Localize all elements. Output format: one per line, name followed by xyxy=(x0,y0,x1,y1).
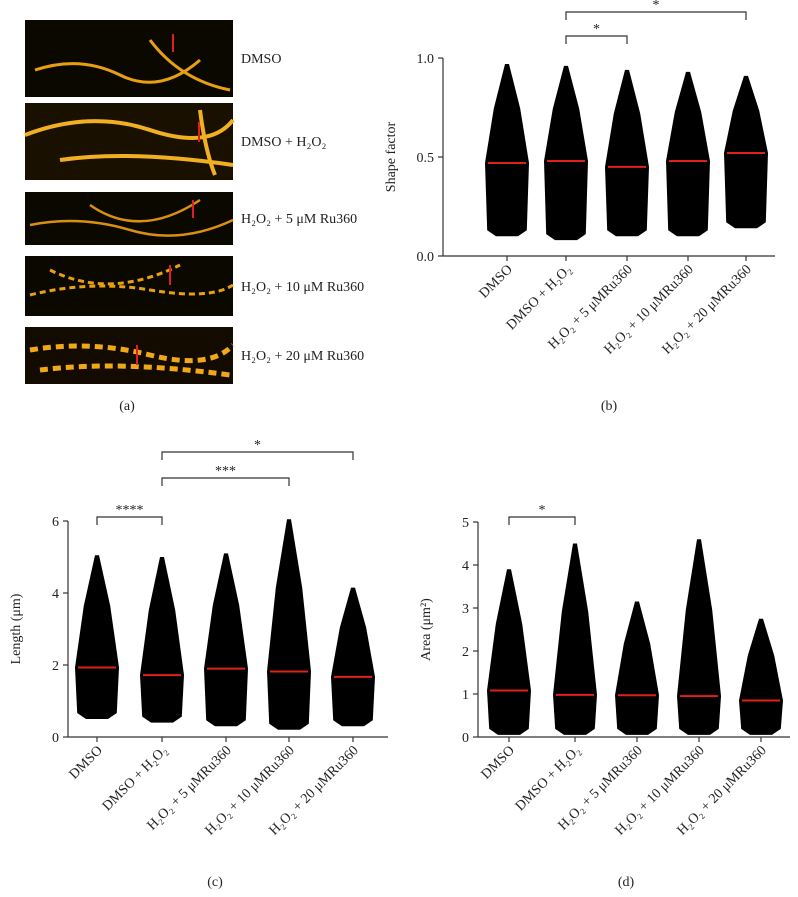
micrographs xyxy=(24,20,235,384)
micrograph xyxy=(25,20,233,97)
image-label: H₂O₂ + 5 μM Ru360 xyxy=(241,212,357,227)
image-label: H₂O₂ + 20 μM Ru360 xyxy=(241,349,364,364)
y-tick-label: 1 xyxy=(462,688,469,703)
mito xyxy=(34,39,231,92)
point-cloud xyxy=(485,63,529,237)
point-cloud xyxy=(544,65,588,241)
point-cloud xyxy=(140,557,184,723)
significance-bracket xyxy=(565,11,747,20)
y-tick-label: 2 xyxy=(52,659,59,674)
significance-label: * xyxy=(254,438,261,453)
point-cloud xyxy=(615,601,659,735)
y-tick-label: 2 xyxy=(462,645,469,660)
image-label: H₂O₂ + 10 μM Ru360 xyxy=(241,280,364,295)
significance-label: * xyxy=(539,503,546,518)
y-tick-label: 1.0 xyxy=(417,52,435,67)
significance-label: * xyxy=(593,22,600,37)
point-cloud xyxy=(487,569,531,735)
point-cloud xyxy=(666,71,710,237)
caption: (b) xyxy=(601,399,618,414)
significance-bracket xyxy=(565,35,628,44)
y-axis-label: Length (μm) xyxy=(9,593,24,664)
image-label: DMSO xyxy=(241,52,281,67)
significance-label: * xyxy=(653,0,660,13)
point-cloud xyxy=(331,587,375,727)
caption: (c) xyxy=(207,875,223,890)
point-cloud xyxy=(677,539,721,735)
x-tick-label: DMSO xyxy=(479,743,518,782)
y-tick-label: 3 xyxy=(462,602,469,617)
y-axis-label: Shape factor xyxy=(384,121,399,192)
micrograph xyxy=(25,256,233,316)
x-tick-label: DMSO xyxy=(477,262,516,301)
markers xyxy=(136,34,200,365)
significance-bracket xyxy=(161,477,290,486)
point-cloud xyxy=(204,553,248,727)
point-cloud xyxy=(739,618,783,735)
significance-bracket xyxy=(508,516,576,525)
mito xyxy=(24,109,235,176)
y-tick-label: 4 xyxy=(52,587,59,602)
x-tick-label: DMSO + H₂O₂ xyxy=(100,743,171,814)
significance-bracket xyxy=(96,516,163,525)
y-tick-label: 5 xyxy=(462,516,469,531)
significance-label: *** xyxy=(215,464,236,479)
image-label: DMSO + H₂O₂ xyxy=(241,135,326,150)
mito xyxy=(29,198,234,237)
caption: (a) xyxy=(119,399,135,414)
y-tick-label: 6 xyxy=(52,515,59,530)
y-axis-label: Area (μm²) xyxy=(419,598,434,661)
significance-bracket xyxy=(161,451,354,460)
point-cloud xyxy=(267,519,311,730)
y-tick-label: 0 xyxy=(52,731,59,746)
point-cloud xyxy=(605,69,649,237)
significance-label: **** xyxy=(116,503,144,518)
point-cloud xyxy=(75,555,119,719)
mito xyxy=(29,263,234,297)
micrograph xyxy=(25,327,233,384)
caption: (d) xyxy=(618,875,635,890)
x-tick-label: DMSO + H₂O₂ xyxy=(513,743,584,814)
y-tick-label: 0 xyxy=(462,731,469,746)
x-tick-label: DMSO xyxy=(67,743,106,782)
mito xyxy=(29,343,235,378)
point-cloud xyxy=(553,543,597,735)
micrograph xyxy=(25,192,233,245)
y-tick-label: 0.0 xyxy=(417,250,435,265)
y-tick-label: 4 xyxy=(462,559,469,574)
y-tick-label: 0.5 xyxy=(417,151,435,166)
